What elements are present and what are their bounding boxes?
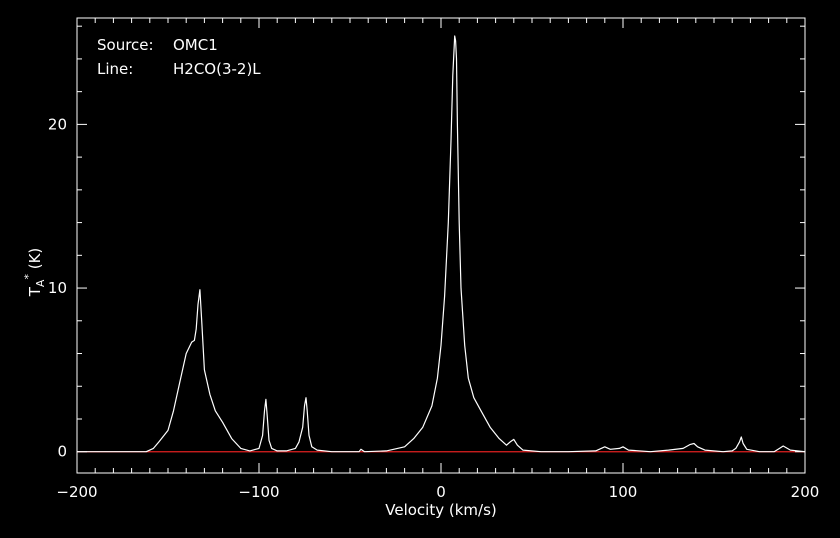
series-layer [77, 35, 806, 453]
y-axis-label-text: TA* (K) [22, 248, 47, 298]
line-value: H2CO(3-2)L [173, 60, 261, 78]
line-annotation: Line: H2CO(3-2)L [97, 60, 261, 78]
y-axis-label-sup: * [22, 274, 35, 280]
y-axis-label: TA* (K) [22, 248, 47, 298]
x-tick-label: −200 [56, 483, 97, 501]
x-tick-label: 200 [791, 483, 820, 501]
line-key: Line: [97, 60, 133, 78]
y-tick-label: 20 [48, 115, 67, 133]
tick-labels-layer: −200 −100 0 100 200 0 10 20 [48, 115, 819, 501]
spectrum-line [77, 35, 806, 453]
source-annotation: Source: OMC1 [97, 36, 218, 54]
ticks-layer [76, 18, 806, 473]
x-tick-label: −100 [238, 483, 279, 501]
y-axis-label-main: T [26, 286, 44, 297]
y-axis-label-unit: (K) [26, 248, 44, 274]
x-tick-label: 0 [436, 483, 446, 501]
y-axis-label-sub: A [34, 279, 47, 287]
x-axis-label: Velocity (km/s) [385, 501, 496, 519]
y-tick-label: 10 [48, 279, 67, 297]
source-key: Source: [97, 36, 154, 54]
y-tick-label: 0 [57, 443, 67, 461]
source-value: OMC1 [173, 36, 218, 54]
x-tick-label: 100 [609, 483, 638, 501]
